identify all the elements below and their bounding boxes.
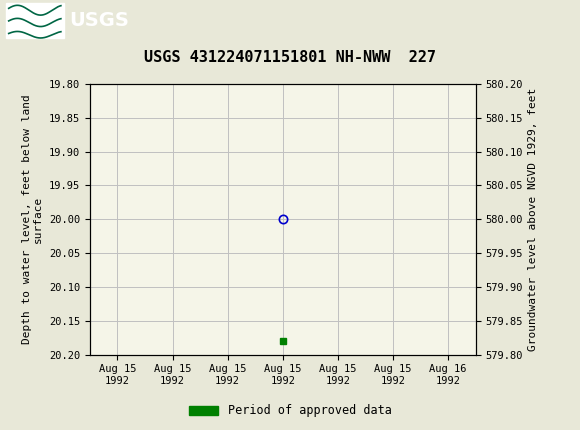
- Legend: Period of approved data: Period of approved data: [184, 399, 396, 422]
- Bar: [6, 3, 64, 37]
- Y-axis label: Depth to water level, feet below land
surface: Depth to water level, feet below land su…: [22, 95, 44, 344]
- Text: USGS: USGS: [70, 11, 129, 30]
- Y-axis label: Groundwater level above NGVD 1929, feet: Groundwater level above NGVD 1929, feet: [528, 88, 538, 351]
- Text: USGS 431224071151801 NH-NWW  227: USGS 431224071151801 NH-NWW 227: [144, 49, 436, 64]
